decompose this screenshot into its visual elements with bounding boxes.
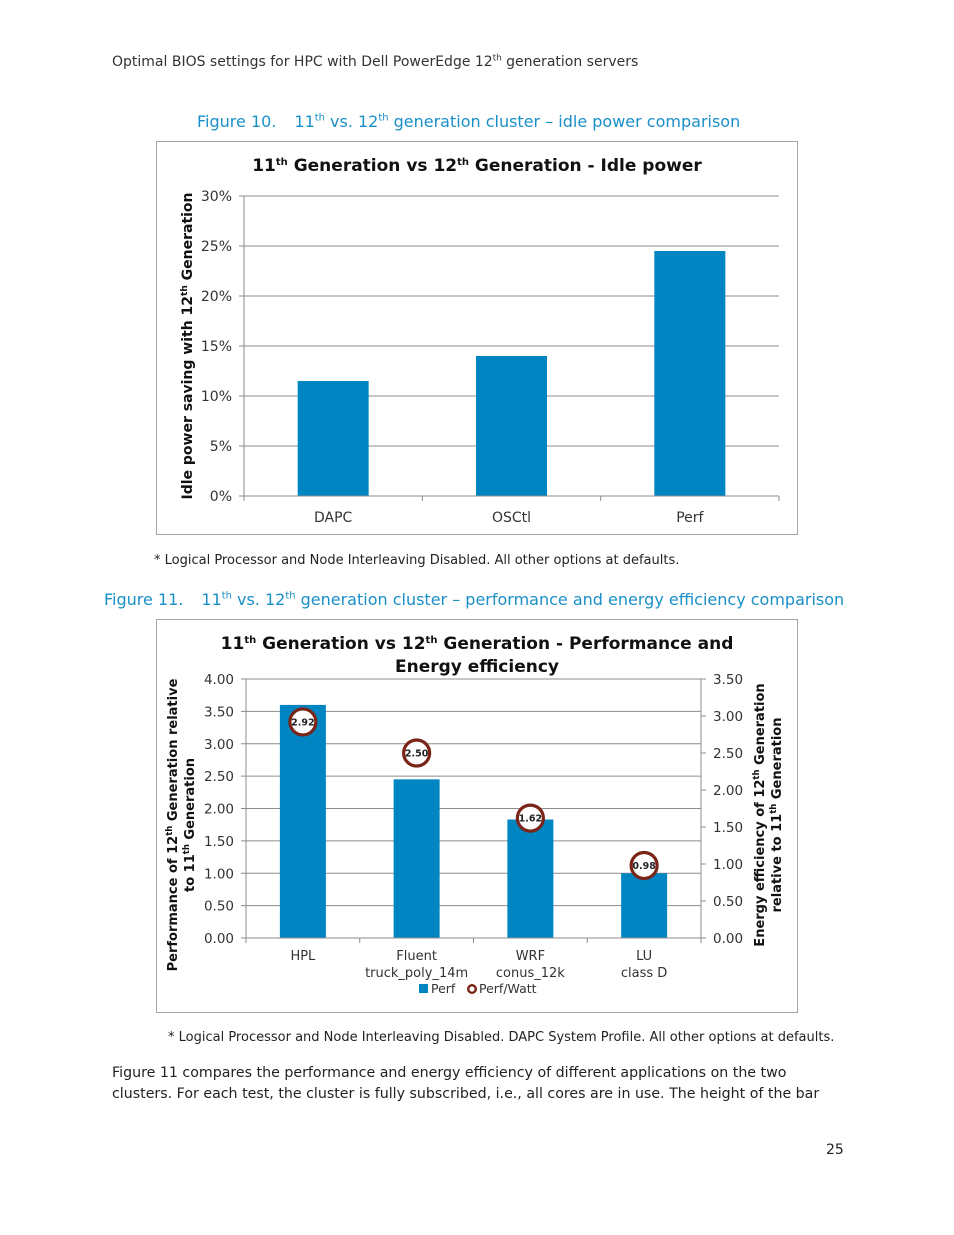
legend-swatch-perf [419, 984, 428, 993]
chart2-x-label-sub: class D [621, 966, 667, 981]
chart2-marker-perf-watt [402, 738, 432, 768]
chart2-title-line1: 11th Generation vs 12th Generation - Per… [221, 634, 734, 654]
chart1-x-label: DAPC [314, 510, 353, 526]
chart1-x-label: OSCtl [492, 510, 531, 526]
chart2-x-label: LU [636, 949, 652, 964]
chart1-y-tick-label: 0% [210, 489, 232, 505]
chart1-bar-perf [654, 251, 726, 496]
idle-power-chart-frame: 11th Generation vs 12th Generation - Idl… [156, 141, 798, 535]
figure-11-caption: Figure 11. 11th vs. 12th generation clust… [104, 590, 845, 609]
chart2-right-axis-label-line2: relative to 11th Generation [769, 718, 785, 913]
chart2-left-tick-label: 3.00 [204, 737, 234, 753]
chart2-left-tick-label: 4.00 [204, 672, 234, 688]
chart2-marker-label: 1.62 [519, 814, 542, 825]
chart2-x-label-sub: conus_12k [496, 966, 565, 981]
chart2-bar-perf [507, 819, 554, 938]
chart2-right-tick-label: 3.00 [713, 709, 743, 725]
chart1-bar-osctl [476, 356, 547, 496]
chart1-y-tick-label: 30% [201, 189, 232, 205]
chart2-left-axis-label-line2: to 11th Generation [182, 758, 198, 892]
chart1-y-tick-label: 10% [201, 389, 232, 405]
perf-efficiency-chart-frame: 11th Generation vs 12th Generation - Per… [156, 619, 798, 1013]
chart2-right-tick-label: 2.00 [713, 783, 743, 799]
legend-label-perf: Perf [431, 981, 456, 996]
chart2-left-tick-label: 0.50 [204, 899, 234, 915]
chart2-legend: Perf Perf/Watt [419, 981, 537, 996]
running-header: Optimal BIOS settings for HPC with Dell … [112, 53, 639, 70]
chart2-bar-perf [621, 873, 668, 938]
perf-efficiency-chart: 11th Generation vs 12th Generation - Per… [165, 634, 785, 996]
chart2-right-tick-label: 1.00 [713, 857, 743, 873]
figure-11-footnote: * Logical Processor and Node Interleavin… [168, 1030, 835, 1045]
chart1-x-label: Perf [676, 510, 704, 526]
chart2-left-tick-label: 1.50 [204, 834, 234, 850]
chart2-marker-label: 2.50 [405, 749, 429, 760]
chart2-right-tick-label: 3.50 [713, 672, 743, 688]
legend-label-perf-watt: Perf/Watt [479, 981, 537, 996]
figure-10-number: Figure 10. [197, 112, 277, 131]
chart2-left-tick-label: 1.00 [204, 866, 234, 882]
chart1-y-tick-label: 15% [201, 339, 232, 355]
chart2-title-line2: Energy efficiency [395, 657, 559, 677]
chart2-marker-perf-watt [515, 803, 545, 833]
chart1-bar-dapc [297, 381, 369, 496]
chart2-bar-perf [279, 704, 326, 938]
chart1-title: 11th Generation vs 12th Generation - Idl… [252, 156, 702, 176]
chart2-x-label: WRF [516, 949, 545, 964]
legend-marker-perf-watt [467, 984, 478, 995]
chart2-right-tick-label: 1.50 [713, 820, 743, 836]
chart2-marker-label: 0.98 [632, 861, 656, 872]
chart2-left-tick-label: 0.00 [204, 931, 234, 947]
chart2-marker-perf-watt [288, 707, 318, 737]
chart1-y-tick-label: 25% [201, 239, 232, 255]
chart2-right-tick-label: 0.50 [713, 894, 743, 910]
figure-10-caption: Figure 10. 11th vs. 12th generation clust… [197, 112, 741, 131]
page-number: 25 [826, 1142, 844, 1158]
chart2-right-axis-label-line1: Energy efficiency of 12th Generation [752, 683, 768, 946]
figure-11-number: Figure 11. [104, 590, 184, 609]
chart2-left-tick-label: 2.50 [204, 769, 234, 785]
chart2-right-tick-label: 0.00 [713, 931, 743, 947]
chart2-bar-perf [393, 779, 440, 938]
chart1-y-tick-label: 20% [201, 289, 232, 305]
chart1-y-axis-label: Idle power saving with 12th Generation [180, 192, 196, 499]
chart2-left-tick-label: 2.00 [204, 802, 234, 818]
chart2-x-label: HPL [290, 949, 316, 964]
chart2-marker-label: 2.92 [291, 717, 314, 728]
chart2-left-tick-label: 3.50 [204, 704, 234, 720]
chart2-left-axis-label-line1: Performance of 12th Generation relative [165, 678, 181, 971]
chart1-y-tick-label: 5% [210, 439, 232, 455]
chart2-marker-perf-watt [629, 850, 659, 881]
chart2-x-label-sub: truck_poly_14m [365, 966, 468, 981]
chart2-x-label: Fluent [396, 949, 437, 964]
idle-power-chart: 11th Generation vs 12th Generation - Idl… [180, 156, 780, 526]
figure-10-footnote: * Logical Processor and Node Interleavin… [154, 553, 680, 568]
chart2-right-tick-label: 2.50 [713, 746, 743, 762]
body-paragraph: Figure 11 compares the performance and e… [112, 1065, 820, 1102]
